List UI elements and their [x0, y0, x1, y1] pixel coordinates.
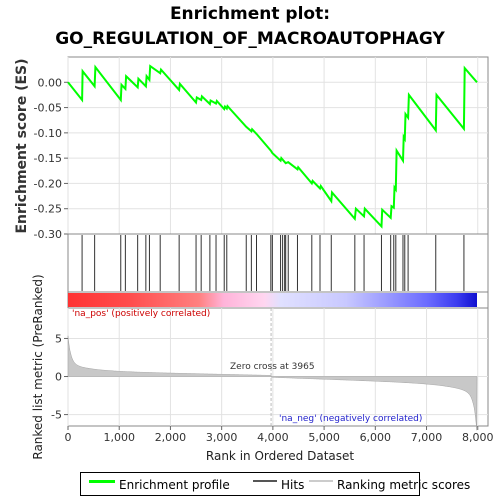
x-tick-label: 5,000 — [308, 431, 340, 444]
legend-label-hits: Hits — [281, 478, 305, 492]
x-tick-label: 3,000 — [206, 431, 238, 444]
neg-correlated-label: 'na_neg' (negatively correlated) — [279, 414, 422, 424]
x-tick-label: 4,000 — [257, 431, 289, 444]
legend-label-metric: Ranking metric scores — [337, 478, 471, 492]
x-tick-label: 1,000 — [103, 431, 135, 444]
es-y-tick-label: 0.00 — [38, 76, 63, 89]
es-y-tick-label: -0.30 — [34, 228, 62, 241]
es-panel: 0.00 -0.05 -0.10 -0.15 -0.20 -0.25 -0.30 Enric… — [14, 56, 489, 241]
x-axis-ticks: 0 1,000 2,000 3,000 4,000 5,000 6,000 7,000 8,00… — [65, 426, 494, 444]
es-y-tick-label: -0.15 — [34, 152, 62, 165]
es-y-ticks: 0.00 -0.05 -0.10 -0.15 -0.20 -0.25 -0.30 — [34, 76, 68, 241]
rank-color-bar — [67, 291, 489, 309]
es-y-tick-label: -0.10 — [34, 127, 62, 140]
color-bar-gradient — [68, 293, 477, 307]
metric-panel: 50-5 'na_pos' (positively correlated) 'n… — [31, 274, 489, 460]
hits-frame — [67, 233, 489, 293]
hits-panel — [67, 233, 489, 293]
x-tick-label: 8,000 — [462, 431, 494, 444]
es-plot-frame — [67, 56, 489, 235]
metric-y-ticks: 5 0 -5 — [51, 332, 68, 422]
es-y-tick-label: -0.20 — [34, 177, 62, 190]
chart-title-line2: GO_REGULATION_OF_MACROAUTOPHAGY — [55, 29, 445, 49]
legend-swatch-enrichment — [89, 480, 115, 483]
ranking-metric-area — [67, 335, 478, 431]
es-y-tick-label: -0.25 — [34, 203, 62, 216]
metric-y-axis-label: Ranked list metric (PreRanked) — [31, 274, 45, 459]
legend-label-enrichment: Enrichment profile — [119, 478, 230, 492]
metric-y-tick-label: 0 — [55, 371, 62, 384]
chart-title-line1: Enrichment plot: — [170, 4, 330, 24]
es-y-axis-label: Enrichment score (ES) — [14, 58, 30, 233]
es-gridlines — [67, 57, 488, 235]
hit-lines — [81, 235, 465, 291]
legend: Enrichment profile Hits Ranking metric s… — [80, 472, 470, 496]
es-y-tick-label: -0.05 — [34, 102, 62, 115]
x-tick-label: 0 — [65, 431, 72, 444]
metric-y-tick-label: -5 — [51, 409, 62, 422]
zero-cross-label: Zero cross at 3965 — [230, 362, 315, 372]
pos-correlated-label: 'na_pos' (positively correlated) — [72, 309, 210, 319]
legend-swatch-metric — [309, 480, 333, 482]
x-tick-label: 7,000 — [411, 431, 443, 444]
metric-y-tick-label: 5 — [55, 332, 62, 345]
x-axis-label: Rank in Ordered Dataset — [206, 449, 354, 463]
x-tick-label: 2,000 — [155, 431, 187, 444]
legend-swatch-hits — [253, 480, 277, 482]
x-tick-label: 6,000 — [360, 431, 392, 444]
enrichment-profile-line — [67, 64, 478, 229]
